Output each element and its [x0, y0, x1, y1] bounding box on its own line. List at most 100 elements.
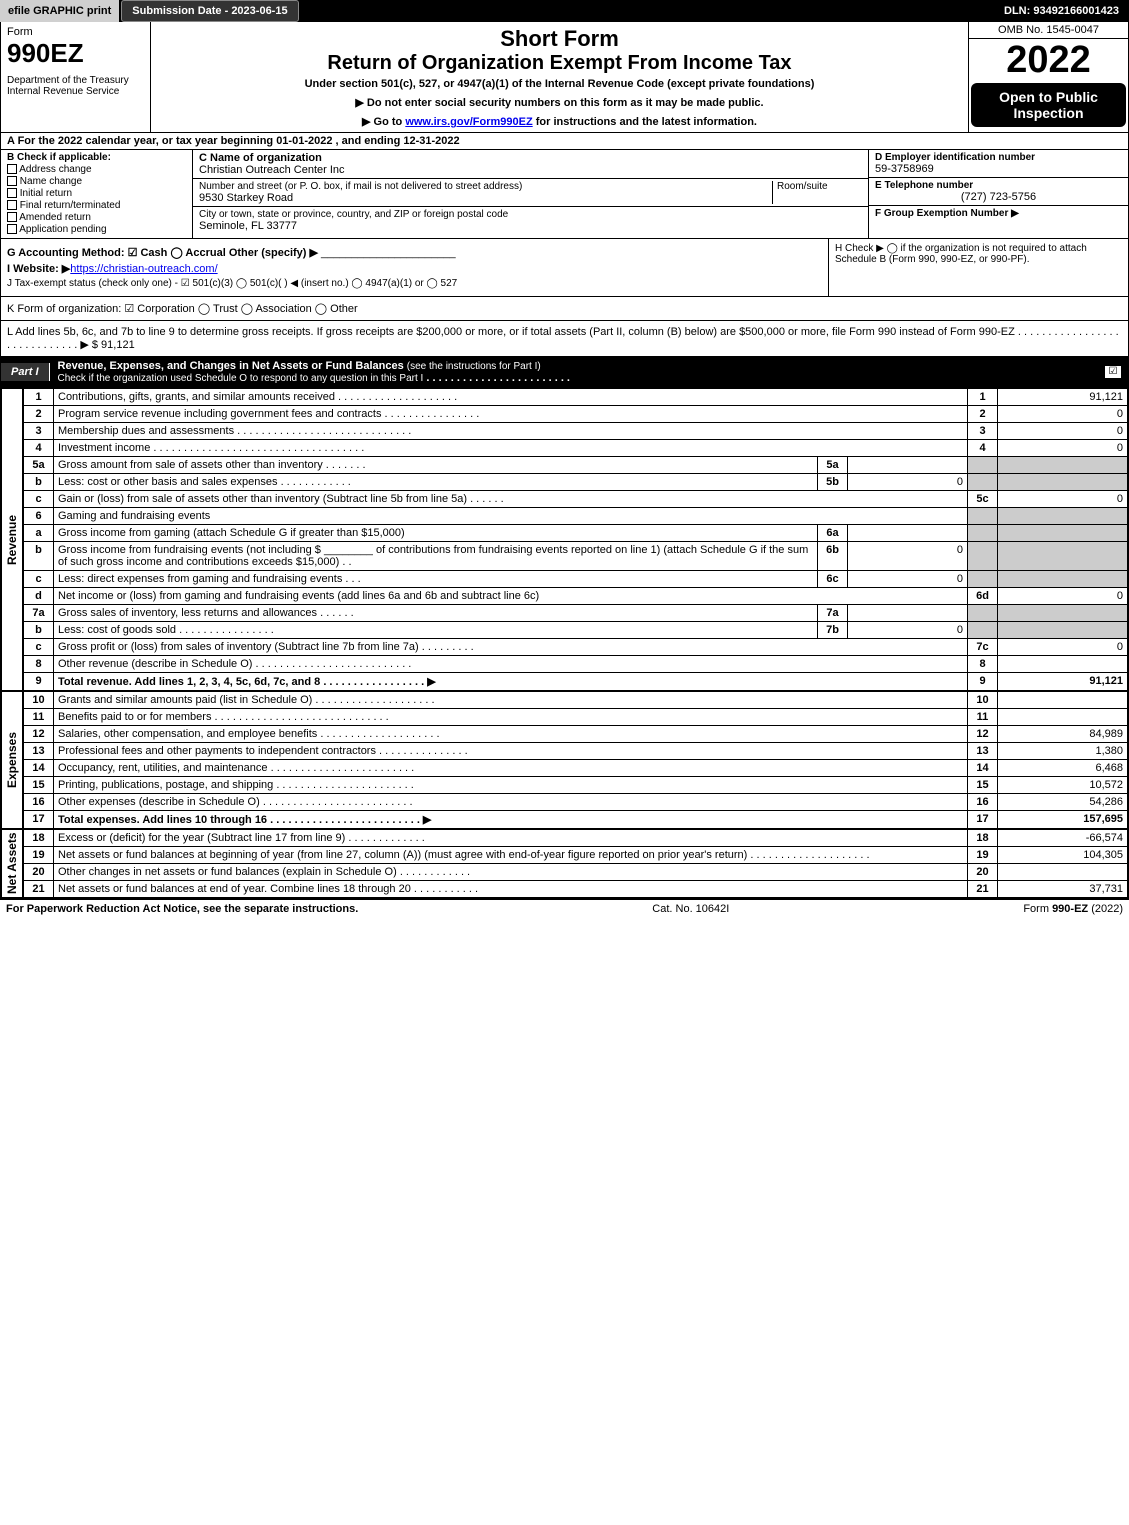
header-right: OMB No. 1545-0047 2022 Open to Public In…	[968, 22, 1128, 132]
title-line1: Short Form	[157, 26, 962, 52]
line-5c: cGain or (loss) from sale of assets othe…	[24, 491, 1128, 508]
line-6b: bGross income from fundraising events (n…	[24, 542, 1128, 571]
part-title: Revenue, Expenses, and Changes in Net As…	[50, 357, 1104, 387]
line-3: 3Membership dues and assessments . . . .…	[24, 423, 1128, 440]
line-12: 12Salaries, other compensation, and empl…	[24, 726, 1128, 743]
netassets-block: Net Assets 18Excess or (deficit) for the…	[0, 829, 1129, 899]
L-line: L Add lines 5b, 6c, and 7b to line 9 to …	[7, 326, 1122, 351]
line-21: 21Net assets or fund balances at end of …	[24, 881, 1128, 898]
line-9: 9Total revenue. Add lines 1, 2, 3, 4, 5c…	[24, 673, 1128, 691]
top-bar: efile GRAPHIC print Submission Date - 20…	[0, 0, 1129, 22]
section-BCDEF: B Check if applicable: Address change Na…	[0, 150, 1129, 239]
room-suite-lbl: Room/suite	[772, 181, 862, 204]
section-B: B Check if applicable: Address change Na…	[1, 150, 193, 238]
irs-link[interactable]: www.irs.gov/Form990EZ	[405, 116, 532, 128]
website-link[interactable]: https://christian-outreach.com/	[70, 263, 217, 275]
revenue-side-label: Revenue	[1, 388, 23, 691]
expenses-block: Expenses 10Grants and similar amounts pa…	[0, 691, 1129, 829]
E-lbl: E Telephone number	[875, 180, 1122, 191]
efile-print-btn[interactable]: efile GRAPHIC print	[0, 0, 121, 22]
cb-final-return[interactable]: Final return/terminated	[7, 200, 186, 211]
subtitle: Under section 501(c), 527, or 4947(a)(1)…	[157, 78, 962, 90]
line-18: 18Excess or (deficit) for the year (Subt…	[24, 830, 1128, 847]
line-6: 6Gaming and fundraising events	[24, 508, 1128, 525]
line-15: 15Printing, publications, postage, and s…	[24, 777, 1128, 794]
org-street: 9530 Starkey Road	[199, 192, 772, 204]
line-11: 11Benefits paid to or for members . . . …	[24, 709, 1128, 726]
note2-pre: ▶ Go to	[362, 116, 405, 128]
dln: DLN: 93492166001423	[994, 0, 1129, 22]
line-1: 1Contributions, gifts, grants, and simil…	[24, 389, 1128, 406]
line-13: 13Professional fees and other payments t…	[24, 743, 1128, 760]
D-lbl: D Employer identification number	[875, 152, 1122, 163]
line-7c: cGross profit or (loss) from sales of in…	[24, 639, 1128, 656]
part-I-header: Part I Revenue, Expenses, and Changes in…	[0, 357, 1129, 388]
form-label: Form	[7, 26, 144, 38]
section-A: A For the 2022 calendar year, or tax yea…	[0, 133, 1129, 150]
title-line2: Return of Organization Exempt From Incom…	[157, 52, 962, 75]
tax-year: 2022	[969, 39, 1128, 81]
line-19: 19Net assets or fund balances at beginni…	[24, 847, 1128, 864]
section-DEF: D Employer identification number 59-3758…	[868, 150, 1128, 238]
line-6a: aGross income from gaming (attach Schedu…	[24, 525, 1128, 542]
line-14: 14Occupancy, rent, utilities, and mainte…	[24, 760, 1128, 777]
line-7a: 7aGross sales of inventory, less returns…	[24, 605, 1128, 622]
omb-number: OMB No. 1545-0047	[969, 22, 1128, 39]
K-line: K Form of organization: ☑ Corporation ◯ …	[7, 302, 1122, 315]
org-name: Christian Outreach Center Inc	[199, 164, 862, 176]
section-K: K Form of organization: ☑ Corporation ◯ …	[0, 297, 1129, 321]
note2-post: for instructions and the latest informat…	[533, 116, 757, 128]
netassets-side-label: Net Assets	[1, 829, 23, 898]
part-I-checkbox[interactable]: ☑	[1104, 365, 1122, 379]
open-public: Open to Public Inspection	[971, 83, 1126, 127]
line-5a: 5aGross amount from sale of assets other…	[24, 457, 1128, 474]
line-20: 20Other changes in net assets or fund ba…	[24, 864, 1128, 881]
footer-left: For Paperwork Reduction Act Notice, see …	[6, 903, 358, 915]
F-lbl: F Group Exemption Number ▶	[875, 208, 1122, 219]
line-16: 16Other expenses (describe in Schedule O…	[24, 794, 1128, 811]
cb-initial-return[interactable]: Initial return	[7, 188, 186, 199]
section-L: L Add lines 5b, 6c, and 7b to line 9 to …	[0, 321, 1129, 357]
section-GH: G Accounting Method: ☑ Cash ◯ Accrual Ot…	[0, 239, 1129, 297]
form-title-block: Short Form Return of Organization Exempt…	[151, 22, 968, 132]
line-7b: bLess: cost of goods sold . . . . . . . …	[24, 622, 1128, 639]
C-city-lbl: City or town, state or province, country…	[199, 209, 862, 220]
page-footer: For Paperwork Reduction Act Notice, see …	[0, 899, 1129, 918]
form-id-block: Form 990EZ Department of the Treasury In…	[1, 22, 151, 132]
cb-name-change[interactable]: Name change	[7, 176, 186, 187]
line-4: 4Investment income . . . . . . . . . . .…	[24, 440, 1128, 457]
note-goto: ▶ Go to www.irs.gov/Form990EZ for instru…	[157, 115, 962, 128]
B-title: B Check if applicable:	[7, 152, 186, 163]
form-header: Form 990EZ Department of the Treasury In…	[0, 22, 1129, 133]
revenue-table: 1Contributions, gifts, grants, and simil…	[23, 388, 1128, 691]
line-8: 8Other revenue (describe in Schedule O) …	[24, 656, 1128, 673]
part-tag: Part I	[1, 363, 50, 381]
line-6d: dNet income or (loss) from gaming and fu…	[24, 588, 1128, 605]
revenue-block: Revenue 1Contributions, gifts, grants, a…	[0, 388, 1129, 691]
dept-label: Department of the Treasury Internal Reve…	[7, 75, 144, 97]
expenses-table: 10Grants and similar amounts paid (list …	[23, 691, 1128, 829]
note-ssn: ▶ Do not enter social security numbers o…	[157, 96, 962, 109]
cb-amended-return[interactable]: Amended return	[7, 212, 186, 223]
ein: 59-3758969	[875, 163, 1122, 175]
form-number: 990EZ	[7, 38, 144, 69]
cb-application-pending[interactable]: Application pending	[7, 224, 186, 235]
expenses-side-label: Expenses	[1, 691, 23, 829]
section-C: C Name of organization Christian Outreac…	[193, 150, 868, 238]
netassets-table: 18Excess or (deficit) for the year (Subt…	[23, 829, 1128, 898]
J-line: J Tax-exempt status (check only one) - ☑…	[7, 278, 822, 289]
org-city: Seminole, FL 33777	[199, 220, 862, 232]
H-line: H Check ▶ ◯ if the organization is not r…	[828, 239, 1128, 296]
line-10: 10Grants and similar amounts paid (list …	[24, 692, 1128, 709]
footer-mid: Cat. No. 10642I	[652, 903, 729, 915]
C-street-lbl: Number and street (or P. O. box, if mail…	[199, 181, 522, 192]
line-17: 17Total expenses. Add lines 10 through 1…	[24, 811, 1128, 829]
G-line: G Accounting Method: ☑ Cash ◯ Accrual Ot…	[7, 246, 822, 259]
line-2: 2Program service revenue including gover…	[24, 406, 1128, 423]
line-5b: bLess: cost or other basis and sales exp…	[24, 474, 1128, 491]
cb-address-change[interactable]: Address change	[7, 164, 186, 175]
footer-right: Form 990-EZ (2022)	[1023, 903, 1123, 915]
submission-date: Submission Date - 2023-06-15	[121, 0, 298, 22]
line-6c: cLess: direct expenses from gaming and f…	[24, 571, 1128, 588]
phone: (727) 723-5756	[875, 191, 1122, 203]
